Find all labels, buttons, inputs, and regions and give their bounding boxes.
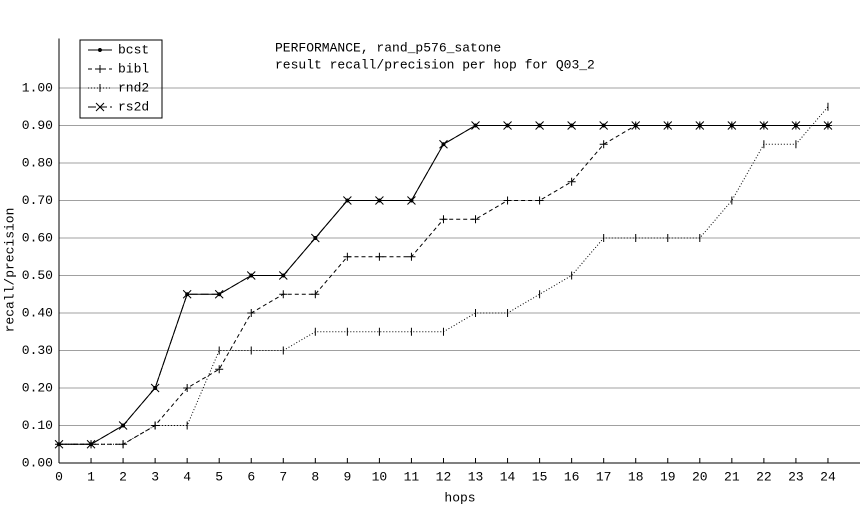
point-marker bbox=[759, 121, 769, 130]
chart-title: PERFORMANCE, rand_p576_satone bbox=[275, 40, 501, 55]
x-tick-label: 11 bbox=[404, 469, 420, 484]
point-marker bbox=[567, 177, 576, 186]
series-line bbox=[59, 125, 828, 445]
x-tick-label: 23 bbox=[788, 469, 804, 484]
point-marker bbox=[247, 309, 256, 317]
point-marker bbox=[311, 290, 320, 299]
x-tick-label: 10 bbox=[372, 469, 388, 484]
point-marker bbox=[471, 215, 480, 224]
point-marker bbox=[183, 384, 192, 392]
x-tick-label: 4 bbox=[183, 469, 191, 484]
x-tick-label: 5 bbox=[215, 469, 223, 484]
point-marker bbox=[727, 121, 737, 130]
point-marker bbox=[86, 439, 96, 449]
point-marker bbox=[439, 139, 448, 149]
point-marker bbox=[150, 383, 160, 393]
x-tick-label: 20 bbox=[692, 469, 708, 484]
y-tick-label: 0.50 bbox=[22, 268, 53, 283]
x-tick-label: 7 bbox=[279, 469, 287, 484]
point-marker bbox=[407, 196, 416, 205]
point-marker bbox=[214, 289, 224, 299]
x-tick-label: 19 bbox=[660, 469, 676, 484]
x-tick-label: 1 bbox=[87, 469, 95, 484]
point-marker bbox=[215, 365, 224, 374]
x-tick-label: 0 bbox=[55, 469, 63, 484]
y-tick-label: 0.30 bbox=[22, 343, 53, 358]
x-tick-label: 21 bbox=[724, 469, 740, 484]
y-tick-label: 0.70 bbox=[22, 193, 53, 208]
chart-subtitle: result recall/precision per hop for Q03_… bbox=[275, 57, 595, 72]
legend-label: rs2d bbox=[118, 99, 149, 114]
point-marker bbox=[343, 252, 352, 261]
y-tick-label: 0.40 bbox=[22, 305, 53, 320]
point-marker bbox=[407, 252, 416, 261]
legend-marker bbox=[95, 102, 105, 112]
x-tick-label: 16 bbox=[564, 469, 580, 484]
point-marker bbox=[823, 121, 833, 130]
point-marker bbox=[503, 196, 512, 205]
x-tick-label: 9 bbox=[343, 469, 351, 484]
x-tick-label: 2 bbox=[119, 469, 127, 484]
legend-box bbox=[79, 39, 163, 119]
x-tick-label: 18 bbox=[628, 469, 644, 484]
point-marker bbox=[54, 439, 64, 449]
legend-marker bbox=[98, 48, 103, 52]
point-marker bbox=[182, 289, 192, 299]
y-axis-label: recall/precision bbox=[2, 208, 17, 333]
point-marker bbox=[663, 121, 673, 130]
point-marker bbox=[503, 121, 512, 130]
point-marker bbox=[375, 252, 384, 261]
y-tick-label: 0.80 bbox=[22, 155, 53, 170]
point-marker bbox=[439, 215, 448, 224]
point-marker bbox=[695, 121, 705, 130]
point-marker bbox=[599, 121, 609, 130]
legend-marker bbox=[96, 65, 104, 73]
y-tick-label: 1.00 bbox=[22, 80, 53, 95]
y-tick-label: 0.10 bbox=[22, 418, 53, 433]
x-tick-label: 12 bbox=[436, 469, 452, 484]
x-tick-label: 3 bbox=[151, 469, 159, 484]
x-tick-label: 13 bbox=[468, 469, 484, 484]
point-marker bbox=[535, 121, 544, 130]
point-marker bbox=[471, 121, 480, 130]
y-tick-label: 0.60 bbox=[22, 230, 53, 245]
point-marker bbox=[278, 271, 288, 280]
y-tick-label: 0.20 bbox=[22, 380, 53, 395]
y-tick-label: 0.00 bbox=[22, 455, 53, 470]
point-marker bbox=[631, 121, 641, 130]
point-marker bbox=[246, 271, 256, 280]
point-marker bbox=[118, 421, 128, 430]
point-marker bbox=[567, 121, 576, 130]
point-marker bbox=[343, 196, 352, 205]
y-tick-label: 0.90 bbox=[22, 118, 53, 133]
point-marker bbox=[791, 121, 801, 130]
legend-label: bibl bbox=[118, 61, 149, 76]
point-marker bbox=[310, 233, 320, 243]
legend-label: bcst bbox=[118, 42, 149, 57]
point-marker bbox=[375, 196, 384, 205]
x-tick-label: 6 bbox=[247, 469, 255, 484]
point-marker bbox=[535, 196, 544, 205]
x-tick-label: 17 bbox=[596, 469, 612, 484]
x-tick-label: 24 bbox=[820, 469, 836, 484]
legend-label: rnd2 bbox=[118, 80, 149, 95]
x-tick-label: 14 bbox=[500, 469, 516, 484]
x-tick-label: 22 bbox=[756, 469, 772, 484]
series-line bbox=[59, 125, 828, 445]
x-axis-label: hops bbox=[444, 490, 475, 505]
series-line bbox=[59, 125, 828, 445]
point-marker bbox=[279, 290, 288, 299]
x-tick-label: 15 bbox=[532, 469, 548, 484]
point-marker bbox=[599, 140, 608, 149]
x-tick-label: 8 bbox=[311, 469, 319, 484]
